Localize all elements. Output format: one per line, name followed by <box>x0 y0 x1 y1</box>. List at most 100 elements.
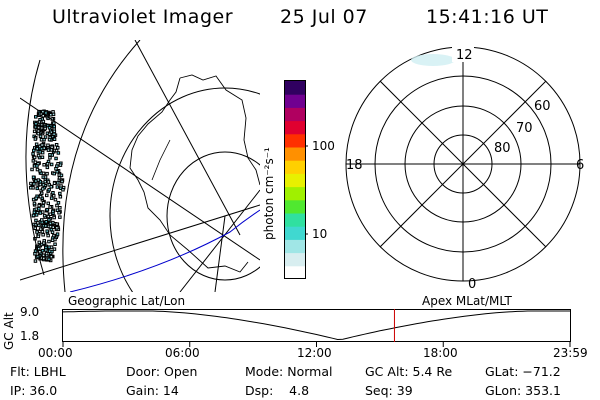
aurora-pixel <box>48 205 52 209</box>
colorbar-segment <box>285 133 305 148</box>
aurora-pixel <box>38 150 42 154</box>
aurora-pixel <box>55 170 59 174</box>
meridian-line <box>179 189 260 292</box>
polar-axis <box>379 80 547 248</box>
meridian-line <box>214 215 226 292</box>
aurora-pixel <box>44 111 48 115</box>
colorbar <box>284 80 308 280</box>
aurora-pixel <box>41 114 45 118</box>
aurora-pixel <box>37 203 41 208</box>
aurora-pixel <box>31 213 36 218</box>
timeline-ytick-top: 9.0 <box>20 305 40 319</box>
aurora-pixel <box>33 137 38 141</box>
aurora-pixel <box>56 181 60 185</box>
aurora-pixel <box>47 239 51 244</box>
aurora-pixel <box>48 212 53 216</box>
aurora-pixel <box>53 197 58 202</box>
meridian-line <box>20 204 260 281</box>
aurora-pixel <box>57 211 61 215</box>
aurora-pixel <box>52 121 56 125</box>
aurora-pixel <box>58 195 63 199</box>
aurora-pixel <box>46 143 50 147</box>
aurora-pixel <box>47 132 52 136</box>
aurora-pixel <box>35 230 39 234</box>
aurora-pixel <box>50 230 55 234</box>
aurora-pixel <box>55 185 60 189</box>
aurora-pixel <box>48 221 53 226</box>
info-dsp: Dsp: 4.8 <box>245 383 310 398</box>
colorbar-tick-10: 10 <box>312 227 328 241</box>
aurora-pixel <box>52 132 56 136</box>
aurora-pixel <box>58 206 62 210</box>
mlt-label-0: 0 <box>468 277 476 290</box>
aurora-pixel <box>40 218 44 222</box>
aurora-pixel <box>40 248 45 253</box>
colorbar-segment <box>285 81 305 95</box>
aurora-pixel <box>40 155 45 159</box>
aurora-pixel <box>36 221 40 225</box>
aurora-pixel <box>49 245 54 249</box>
aurora-pixel <box>52 194 56 198</box>
aurora-pixel <box>38 250 42 254</box>
aurora-pixel <box>40 230 45 234</box>
colorbar-segment <box>285 173 305 188</box>
aurora-pixel <box>35 186 39 191</box>
aurora-pixel <box>32 155 37 160</box>
aurora-pixel <box>46 180 51 184</box>
timeline-xtick-4: 23:59 <box>553 346 588 360</box>
aurora-pixel <box>48 156 52 160</box>
aurora-pixel <box>47 218 51 222</box>
aurora-pixel <box>54 148 59 153</box>
aurora-pixel <box>32 148 36 153</box>
aurora-pixel <box>54 156 58 161</box>
colorbar-segment <box>285 120 305 135</box>
geographic-map <box>20 40 260 292</box>
aurora-pixel <box>34 179 38 183</box>
aurora-pixel <box>36 234 41 239</box>
aurora-pixel <box>52 247 57 251</box>
info-flt: Flt: LBHL <box>10 364 66 379</box>
aurora-pixel <box>34 222 38 227</box>
aurora-pixel <box>42 241 46 245</box>
colorbar-segment <box>285 226 305 240</box>
app-title: Ultraviolet Imager <box>52 6 234 28</box>
aurora-pixel <box>38 134 43 139</box>
info-door: Door: Open <box>126 364 198 379</box>
meridian-line <box>134 40 241 236</box>
aurora-pixel <box>56 151 61 155</box>
aurora-pixel <box>47 137 52 142</box>
aurora-pixel <box>40 143 44 147</box>
aurora-pixel <box>31 175 36 179</box>
geographic-title: Geographic Lat/Lon <box>68 294 186 308</box>
aurora-pixel <box>41 204 45 208</box>
aurora-pixel <box>29 181 33 186</box>
colorbar-tick-100: 100 <box>312 139 335 153</box>
lat-label-80: 80 <box>494 141 511 156</box>
aurora-pixel <box>38 169 42 173</box>
aurora-pixel <box>58 163 63 167</box>
altitude-curve <box>62 310 570 341</box>
mlt-label-18: 18 <box>346 158 363 173</box>
aurora-pixel <box>49 196 54 200</box>
aurora-pixel <box>33 226 37 230</box>
aurora-pixel <box>41 171 46 176</box>
lat-label-70: 70 <box>516 121 533 136</box>
aurora-pixel <box>38 227 43 231</box>
aurora-pixel <box>41 201 46 205</box>
aurora-pixel <box>34 142 39 146</box>
mlt-label-6: 6 <box>576 158 584 173</box>
latitude-arc <box>25 59 45 276</box>
timeline-axis-label: GC Alt <box>2 312 16 350</box>
date-label: 25 Jul 07 <box>280 6 368 28</box>
latitude-circle <box>166 151 260 281</box>
aurora-pixel <box>51 112 56 117</box>
aurora-pixel <box>52 181 57 185</box>
aurora-pixel <box>61 188 65 192</box>
aurora-pixel <box>33 252 37 256</box>
aurora-pixel <box>55 226 59 230</box>
aurora-pixel <box>33 259 38 263</box>
aurora-pixel <box>42 256 46 261</box>
coastline <box>129 74 260 273</box>
colorbar-segment <box>285 213 305 227</box>
aurora-pixel <box>29 186 33 190</box>
